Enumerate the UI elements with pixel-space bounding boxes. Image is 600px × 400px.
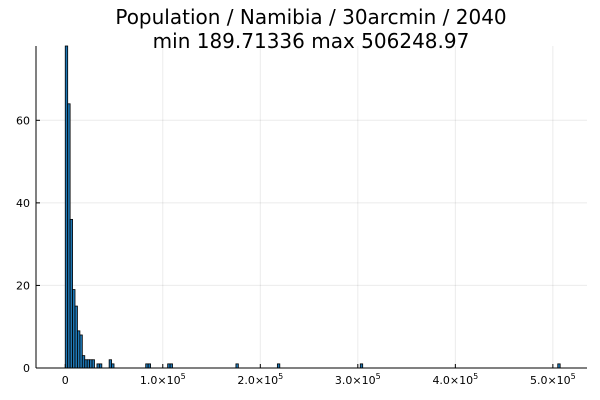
x-tick-label: 2.0×105: [237, 372, 283, 387]
histogram-bar: [235, 363, 239, 369]
y-tick-label: 40: [16, 197, 30, 210]
y-tick-label: 60: [16, 114, 30, 127]
histogram-bar: [91, 359, 95, 369]
x-tick-label: 1.0×105: [140, 372, 186, 387]
grid-layer: [36, 46, 587, 369]
histogram-bar: [147, 363, 151, 369]
axis-layer: [35, 46, 587, 369]
chart-title-line-1: Population / Namibia / 30arcmin / 2040: [115, 5, 506, 29]
histogram-bar: [359, 363, 364, 369]
x-tick-label: 5.0×105: [530, 372, 576, 387]
bar-layer: [64, 45, 561, 369]
y-tick-label: 0: [23, 362, 30, 375]
x-tick-exponent: 5: [181, 372, 186, 381]
tick-layer: 0 1.0×105 2.0×105 3.0×105 4.0×105 5.0×105 0 20 4…: [16, 114, 576, 387]
y-tick-label: 20: [16, 279, 30, 292]
histogram-bar: [111, 363, 115, 369]
x-tick-label: 3.0×105: [335, 372, 381, 387]
histogram-bar: [557, 363, 561, 369]
x-tick-label: 0: [62, 374, 69, 387]
x-tick-exponent: 5: [278, 372, 283, 381]
x-tick-exponent: 5: [376, 372, 381, 381]
chart-title-line-2: min 189.71336 max 506248.97: [153, 29, 470, 53]
x-tick-exponent: 5: [571, 372, 576, 381]
histogram-bar: [276, 363, 281, 369]
histogram-bar: [98, 363, 103, 369]
histogram-bar: [169, 363, 173, 369]
x-tick-label: 4.0×105: [432, 372, 478, 387]
x-tick-exponent: 5: [473, 372, 478, 381]
